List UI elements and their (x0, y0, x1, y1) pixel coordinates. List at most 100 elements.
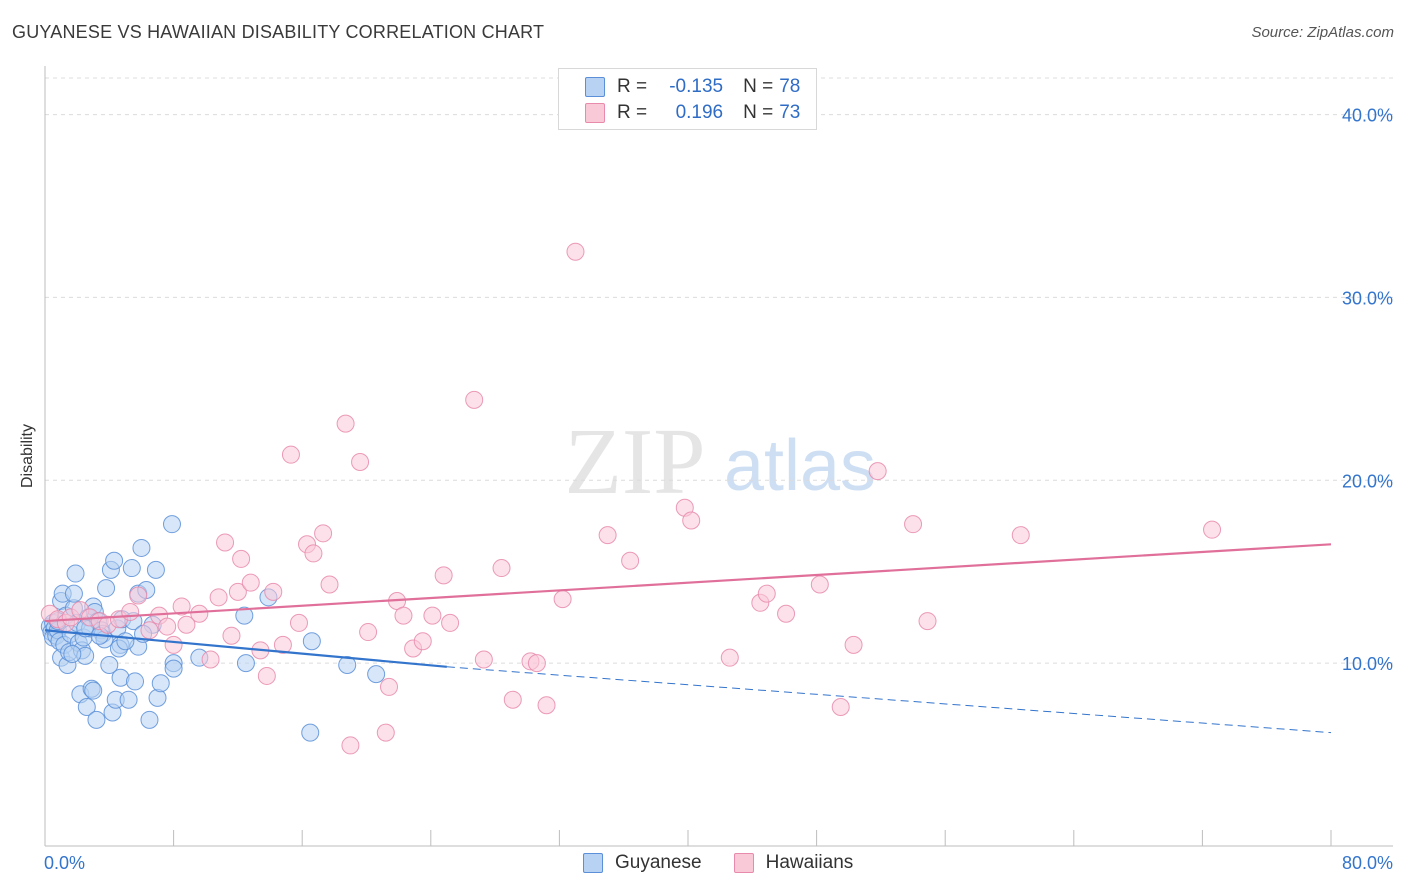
point-hawaiians (314, 524, 333, 543)
legend-n-label: N = (743, 102, 774, 123)
point-hawaiians (598, 526, 617, 545)
point-hawaiians (164, 635, 183, 654)
axes (44, 66, 1393, 847)
point-guyanese (236, 654, 255, 673)
legend-item-hawaiians: Hawaiians (733, 852, 854, 874)
point-guyanese (119, 690, 138, 709)
point-hawaiians (380, 677, 399, 696)
point-guyanese (162, 515, 181, 534)
trend-line-guyanese (44, 629, 447, 668)
series-guyanese (40, 515, 386, 742)
point-hawaiians (281, 445, 300, 464)
legend-row-guyanese: R = -0.135 N = 78 (559, 74, 800, 100)
point-hawaiians (121, 602, 140, 621)
point-guyanese (151, 674, 170, 693)
point-hawaiians (434, 566, 453, 585)
watermark: ZIP atlas (565, 410, 877, 514)
point-hawaiians (257, 666, 276, 685)
point-guyanese (367, 665, 386, 684)
legend-label-guyanese: Guyanese (615, 852, 702, 873)
legend-swatch-hawaiians (585, 103, 605, 123)
point-hawaiians (140, 621, 159, 640)
y-tick-label: 40.0% (1342, 106, 1393, 126)
point-guyanese (132, 538, 151, 557)
point-guyanese (146, 560, 165, 579)
point-hawaiians (216, 533, 235, 552)
legend-label-hawaiians: Hawaiians (765, 852, 854, 873)
point-hawaiians (341, 736, 360, 755)
point-hawaiians (413, 632, 432, 651)
point-hawaiians (320, 575, 339, 594)
point-guyanese (122, 559, 141, 578)
legend-r-label: R = (617, 76, 648, 97)
point-hawaiians (201, 650, 220, 669)
point-hawaiians (423, 606, 442, 625)
point-hawaiians (177, 615, 196, 634)
point-hawaiians (190, 604, 209, 623)
trend-line-hawaiians (44, 543, 1332, 623)
stats-legend: R = -0.135 N = 78 R = 0.196 N = 73 (558, 68, 817, 130)
point-hawaiians (503, 690, 522, 709)
point-hawaiians (474, 650, 493, 669)
point-guyanese (148, 688, 167, 707)
series-hawaiians (40, 242, 1222, 755)
y-tick-label: 30.0% (1342, 288, 1393, 308)
point-hawaiians (264, 582, 283, 601)
point-hawaiians (465, 390, 484, 409)
point-hawaiians (553, 590, 572, 609)
trend-line-guyanese-extension (446, 666, 1332, 734)
point-hawaiians (336, 414, 355, 433)
x-tick-label: 0.0% (44, 853, 85, 873)
legend-swatch-hawaiians (733, 853, 754, 873)
point-guyanese (63, 645, 82, 663)
legend-n-value: 73 (779, 102, 801, 123)
legend-item-guyanese: Guyanese (583, 852, 702, 874)
point-hawaiians (527, 654, 546, 673)
point-hawaiians (209, 588, 228, 607)
point-hawaiians (757, 584, 776, 603)
point-hawaiians (844, 635, 863, 654)
legend-swatch-guyanese (585, 77, 605, 97)
point-hawaiians (720, 648, 739, 667)
legend-r-value: -0.135 (669, 76, 724, 97)
series-legend: Guyanese Hawaiians (583, 852, 885, 874)
point-hawaiians (868, 462, 887, 481)
legend-r-value: 0.196 (675, 102, 724, 123)
point-hawaiians (810, 575, 829, 594)
point-hawaiians (441, 613, 460, 632)
chart-title: GUYANESE VS HAWAIIAN DISABILITY CORRELAT… (12, 22, 545, 42)
legend-n-value: 78 (779, 76, 801, 97)
point-guyanese (126, 672, 145, 691)
point-hawaiians (232, 549, 251, 568)
point-guyanese (301, 723, 320, 742)
point-hawaiians (241, 573, 260, 592)
point-hawaiians (537, 696, 556, 715)
point-hawaiians (158, 617, 177, 636)
point-guyanese (116, 632, 135, 651)
legend-row-hawaiians: R = 0.196 N = 73 (559, 100, 800, 126)
point-hawaiians (273, 635, 292, 654)
x-tick-label: 80.0% (1342, 853, 1393, 873)
point-hawaiians (228, 582, 247, 601)
watermark-atlas: atlas (724, 426, 876, 506)
point-hawaiians (1203, 520, 1222, 539)
point-guyanese (302, 632, 321, 651)
point-hawaiians (831, 698, 850, 717)
point-guyanese (235, 606, 254, 625)
point-hawaiians (359, 623, 378, 642)
point-hawaiians (394, 606, 413, 625)
point-hawaiians (904, 515, 923, 534)
y-tick-label: 10.0% (1342, 654, 1393, 674)
point-guyanese (338, 655, 357, 674)
point-guyanese (66, 564, 85, 583)
y-tick-label: 20.0% (1342, 471, 1393, 491)
point-hawaiians (492, 559, 511, 578)
point-guyanese (84, 681, 103, 700)
point-hawaiians (304, 544, 323, 563)
point-hawaiians (289, 613, 308, 632)
point-hawaiians (621, 551, 640, 570)
point-hawaiians (777, 604, 796, 623)
point-guyanese (97, 579, 116, 598)
point-guyanese (105, 551, 124, 570)
